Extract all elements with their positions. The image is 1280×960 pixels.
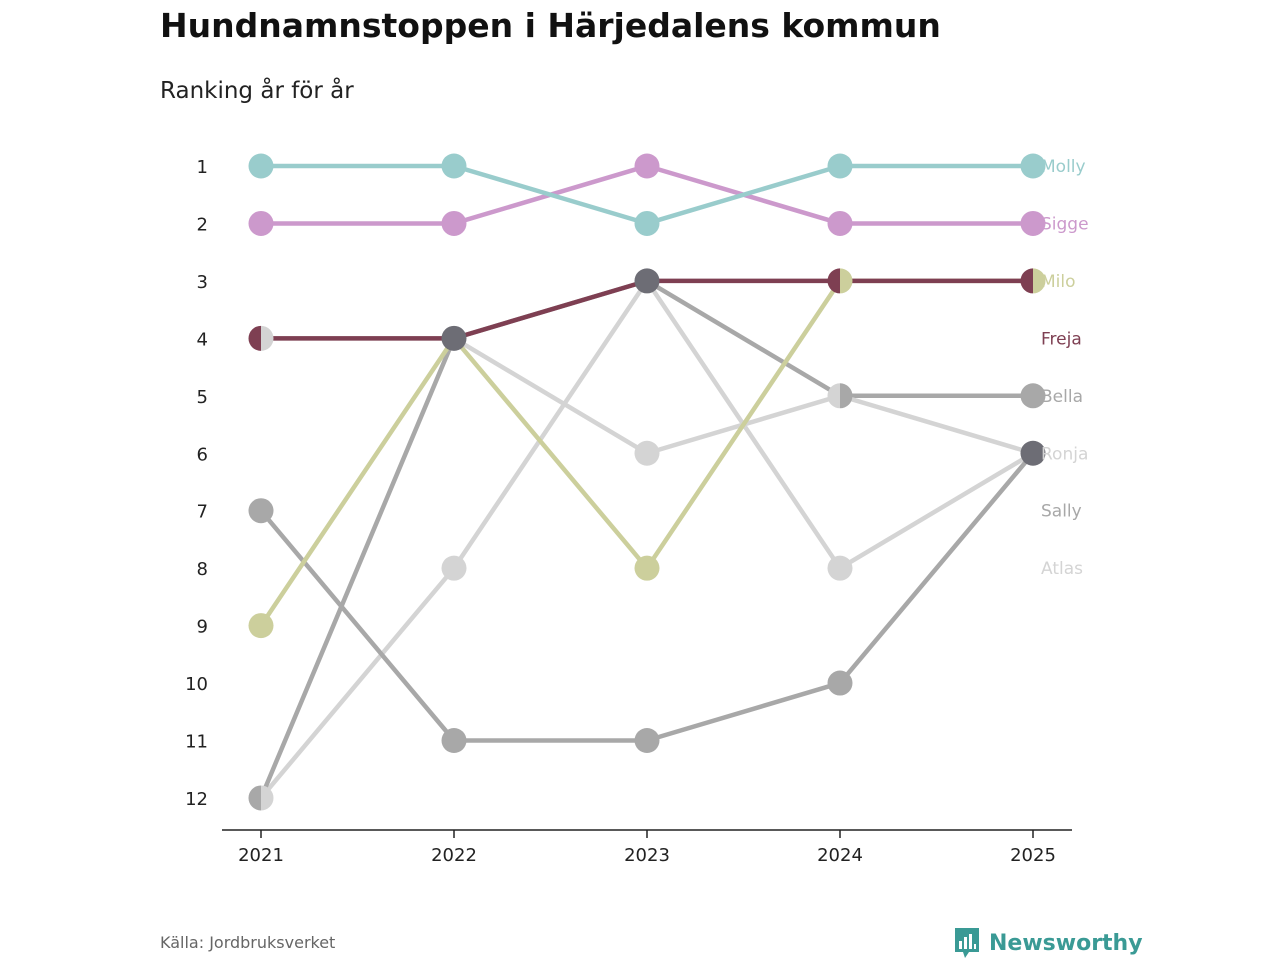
point-molly-2025 (1020, 153, 1046, 179)
x-tick-label-2024: 2024 (817, 845, 863, 866)
point-ronja-2023 (634, 440, 660, 466)
end-label-freja: Freja (1041, 329, 1082, 349)
point-freja-2021 (248, 325, 261, 351)
point-molly-2023 (634, 210, 660, 236)
end-label-milo: Milo (1041, 272, 1076, 292)
end-label-sigge: Sigge (1041, 214, 1089, 234)
x-tick-label-2025: 2025 (1010, 845, 1056, 866)
y-tick-label-1: 1 (197, 157, 208, 178)
y-tick-label-7: 7 (197, 502, 208, 523)
series-line-sally (258, 278, 1033, 799)
point-sally-2024 (840, 383, 853, 409)
point-sigge-2023 (634, 153, 660, 179)
end-label-ronja: Ronja (1041, 444, 1088, 464)
chart-title: Hundnamnstoppen i Härjedalens kommun (160, 6, 941, 45)
y-tick-label-2: 2 (197, 214, 208, 235)
point-milo-2021 (248, 613, 274, 639)
point-ronja-2024 (827, 383, 840, 409)
point-overlap-sally-ronja-milo-freja-2022 (441, 325, 467, 351)
point-bella-2023 (634, 728, 660, 753)
chart-subtitle: Ranking år för år (160, 78, 354, 104)
end-label-sally: Sally (1041, 502, 1082, 522)
point-sigge-2025 (1020, 210, 1046, 236)
x-tick-label-2021: 2021 (238, 845, 284, 866)
brand-logo[interactable]: Newsworthy (953, 926, 1143, 960)
x-tick-label-2022: 2022 (431, 845, 477, 866)
y-tick-label-11: 11 (185, 732, 208, 753)
point-molly-2021 (248, 153, 274, 179)
y-tick-label-8: 8 (197, 559, 208, 580)
x-tick-label-2023: 2023 (624, 845, 670, 866)
end-label-bella: Bella (1041, 387, 1083, 407)
y-tick-label-6: 6 (197, 444, 208, 465)
point-overlap-atlas-sally-freja-2023 (634, 268, 660, 294)
point-milo-2024 (840, 268, 853, 294)
y-tick-label-9: 9 (197, 617, 208, 638)
data-points (248, 153, 1046, 811)
point-overlap-atlas-ronja-bella-2025 (1020, 440, 1046, 466)
point-bella-2022 (441, 728, 467, 753)
point-milo-2023 (634, 555, 660, 581)
point-bella-2024 (827, 670, 853, 696)
point-molly-2022 (441, 153, 467, 179)
point-sigge-2021 (248, 210, 274, 236)
y-tick-label-10: 10 (185, 674, 208, 695)
y-tick-label-3: 3 (197, 272, 208, 293)
bar-chart-icon (955, 928, 979, 958)
point-atlas-2024 (827, 555, 853, 581)
series-line-atlas (259, 278, 1035, 800)
point-bella-2021 (248, 498, 274, 524)
end-label-molly: Molly (1041, 157, 1086, 177)
point-sally-2025 (1020, 383, 1046, 409)
point-freja-2024 (827, 268, 840, 294)
end-label-atlas: Atlas (1041, 559, 1083, 579)
source-note: Källa: Jordbruksverket (160, 933, 336, 952)
point-freja-2025 (1020, 268, 1033, 294)
series-line-bella (259, 451, 1035, 743)
point-sigge-2024 (827, 210, 853, 236)
point-ronja-2021 (261, 325, 274, 351)
point-atlas-2022 (441, 555, 467, 581)
y-tick-label-4: 4 (197, 329, 208, 350)
point-milo-2025 (1033, 268, 1046, 294)
point-molly-2024 (827, 153, 853, 179)
point-sally-2021 (248, 785, 261, 811)
brand-name: Newsworthy (989, 930, 1143, 956)
point-sigge-2022 (441, 210, 467, 236)
point-atlas-2021 (261, 785, 274, 811)
y-tick-label-12: 12 (185, 789, 208, 810)
y-tick-label-5: 5 (197, 387, 208, 408)
